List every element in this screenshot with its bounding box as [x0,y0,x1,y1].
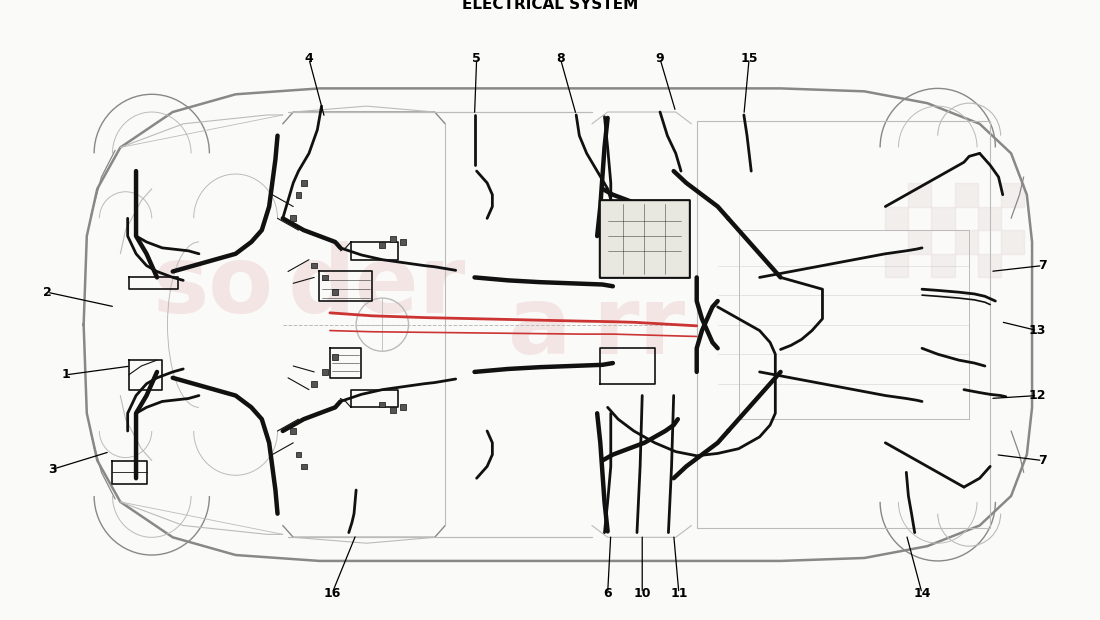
Text: a: a [508,282,572,374]
Bar [379,242,385,248]
Text: 8: 8 [557,52,564,65]
Bar [332,354,338,360]
Text: 6: 6 [603,587,612,600]
Text: 11: 11 [670,587,688,600]
Text: 13: 13 [1028,324,1046,337]
Text: 16: 16 [323,587,341,600]
Bar [322,369,328,374]
Bar [301,180,307,186]
Text: 5: 5 [472,52,481,65]
Bar [296,192,301,198]
Text: 3: 3 [48,463,56,476]
Bar [909,230,932,254]
Bar [301,464,307,469]
Bar [886,254,909,277]
Bar [932,206,955,230]
Text: ELECTRICAL SYSTEM: ELECTRICAL SYSTEM [462,0,638,12]
Text: 12: 12 [1028,389,1046,402]
Bar [1001,183,1024,206]
Bar [909,183,932,206]
Bar [1001,230,1024,254]
Bar [290,216,296,221]
Bar [978,254,1001,277]
Bar [400,404,406,410]
Bar [886,206,909,230]
Text: so: so [152,241,273,333]
Bar [389,236,396,242]
Text: 7: 7 [1038,259,1047,272]
Text: der: der [288,241,466,333]
Bar [296,452,301,458]
Bar [311,381,317,387]
Text: 4: 4 [305,52,314,65]
Bar [389,407,396,413]
Bar [400,239,406,245]
Text: 7: 7 [1038,454,1047,467]
Text: 15: 15 [740,52,758,65]
Text: 14: 14 [913,587,931,600]
Bar [290,428,296,434]
Text: 1: 1 [62,368,70,381]
Bar [379,402,385,407]
FancyBboxPatch shape [600,200,690,278]
Bar [332,290,338,295]
Bar [311,263,317,268]
Bar [932,254,955,277]
Text: 10: 10 [634,587,651,600]
Bar [978,206,1001,230]
Text: 2: 2 [43,286,52,299]
Bar [955,230,978,254]
Text: 9: 9 [656,52,664,65]
Text: rr: rr [592,282,685,374]
Bar [955,183,978,206]
Bar [322,275,328,280]
